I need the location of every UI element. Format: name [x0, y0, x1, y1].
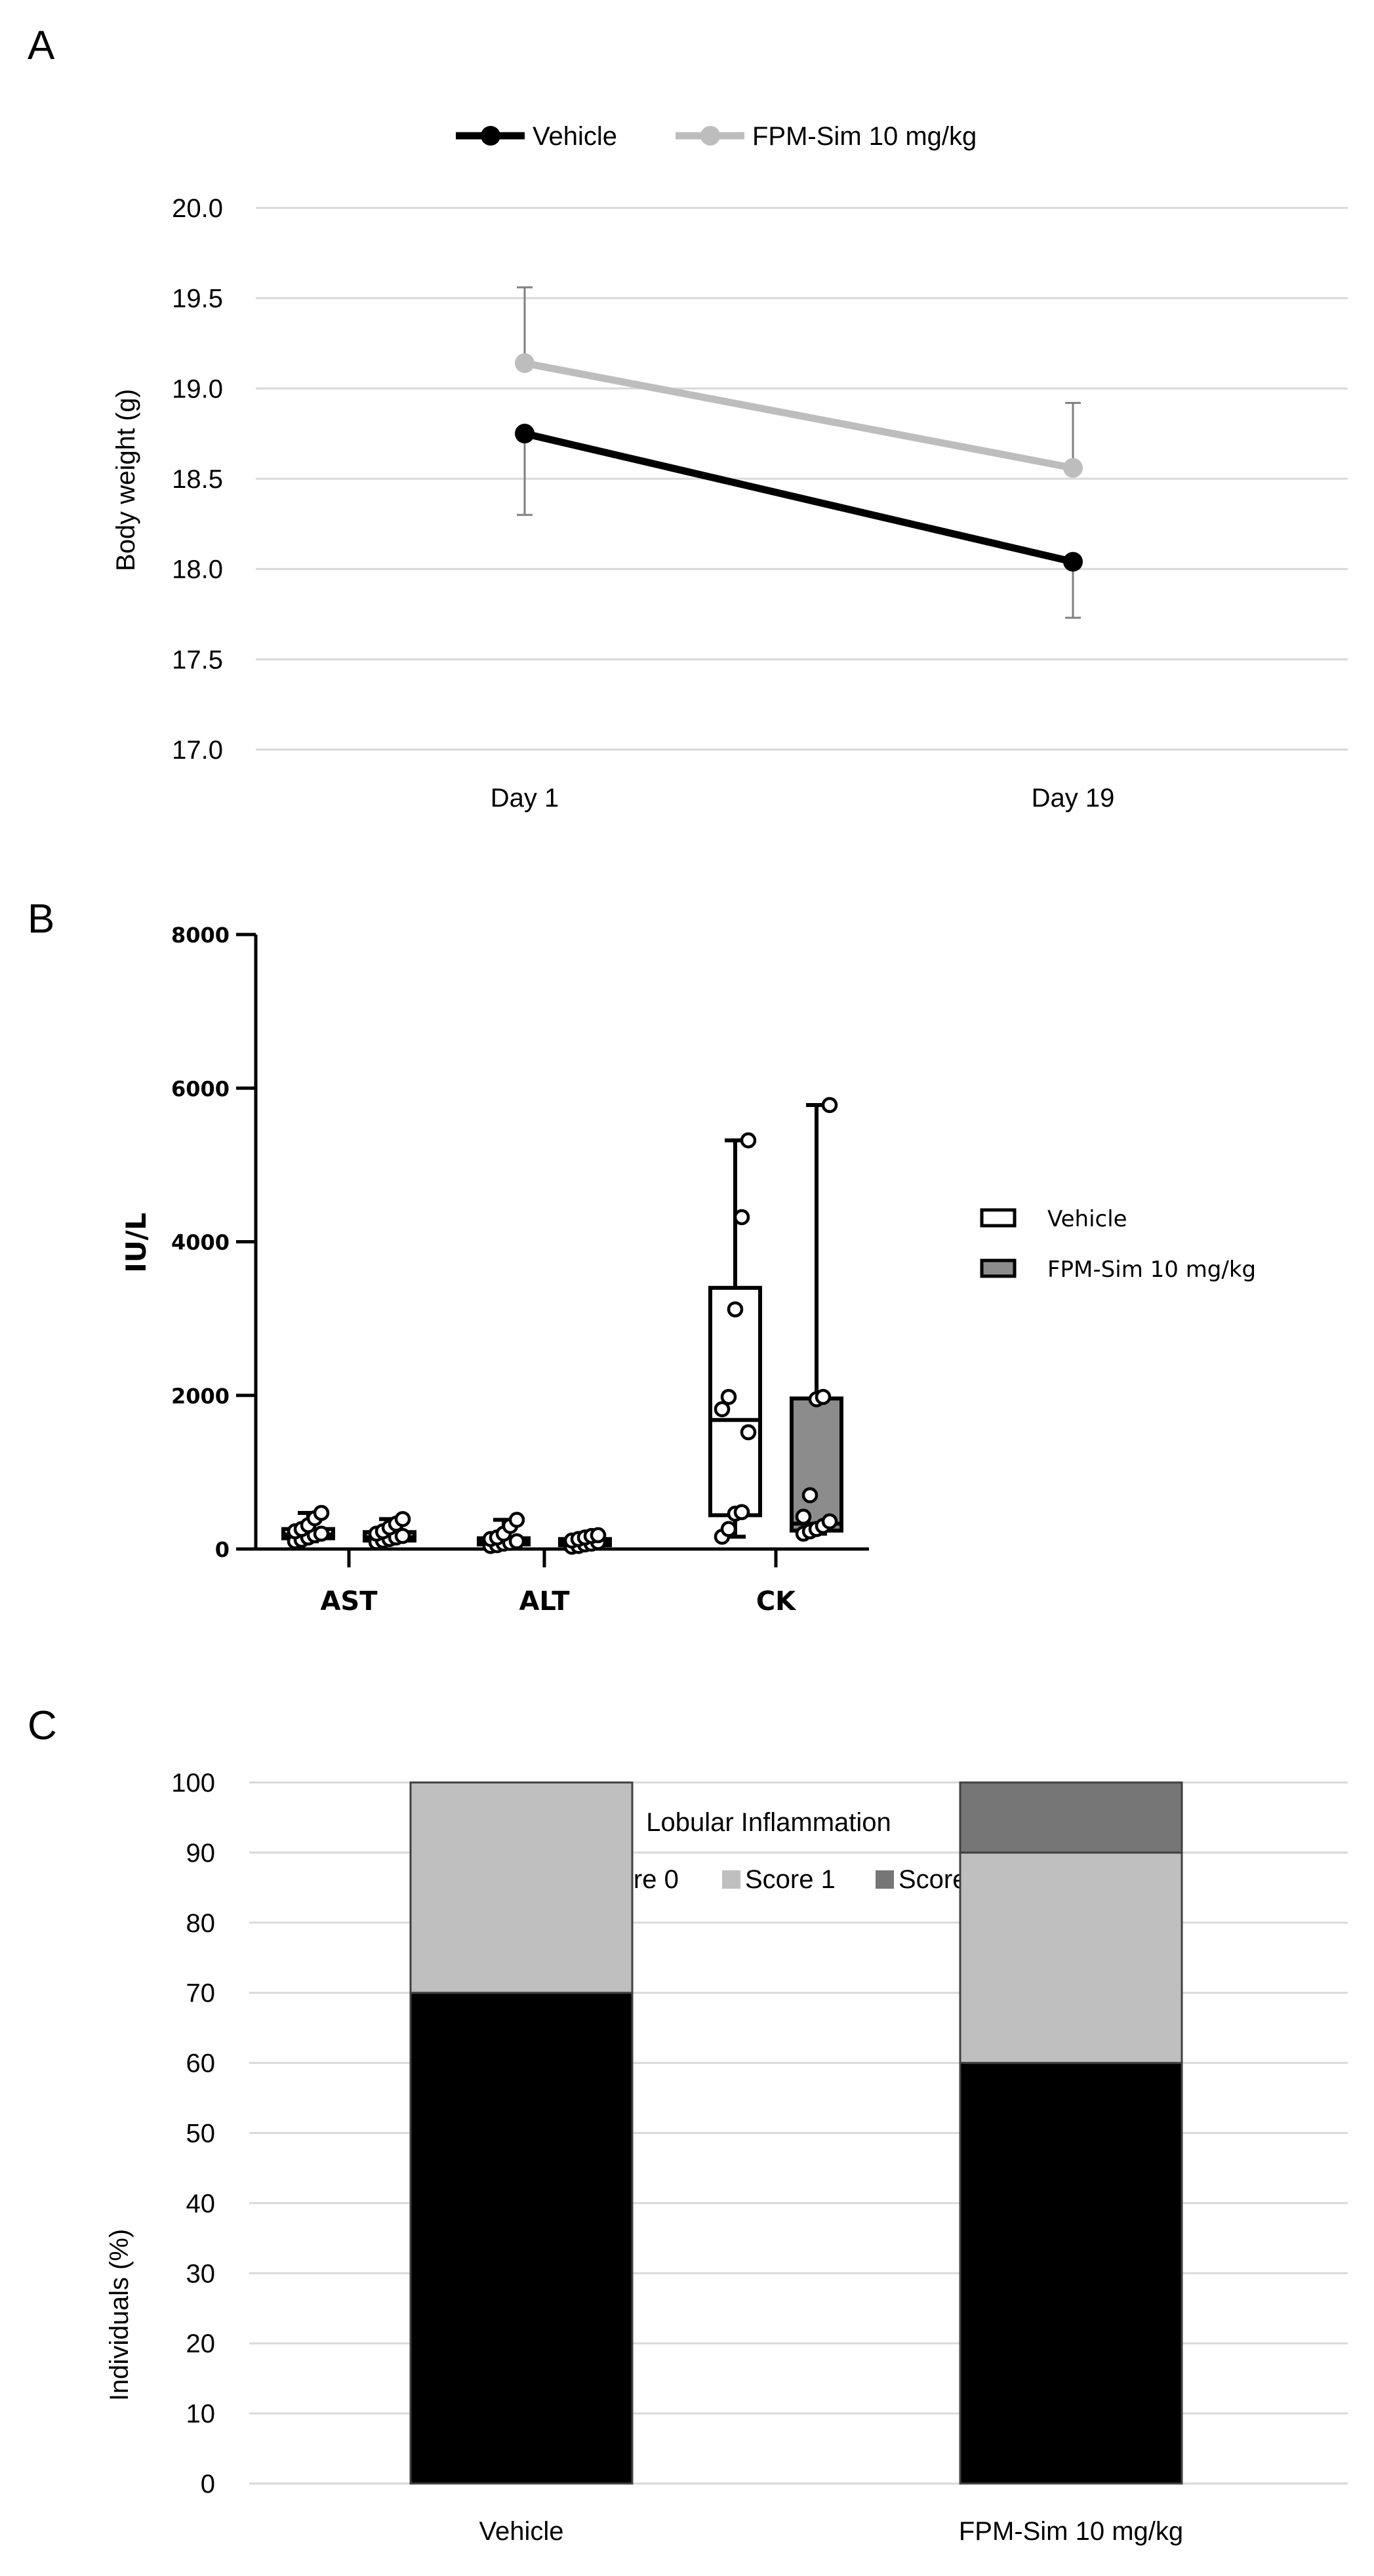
data-point-vehicle — [714, 1401, 731, 1418]
bar-segment-score1 — [959, 1851, 1183, 2064]
legend-swatch-score1 — [722, 1870, 740, 1889]
x-tick-labels: Vehicle FPM-Sim 10 mg/kg — [479, 2517, 1184, 2546]
legend-label-score1: Score 1 — [745, 1865, 836, 1894]
x-tick-label: CK — [756, 1586, 797, 1617]
y-tick-label: 18.0 — [172, 555, 223, 584]
data-point-vehicle — [508, 1533, 525, 1550]
y-tick-label: 20.0 — [172, 194, 223, 223]
data-point-vehicle — [313, 1504, 330, 1521]
x-tick-label: Vehicle — [479, 2517, 564, 2546]
x-ticks: AST ALT CK — [320, 1549, 797, 1617]
legend-label-fpm: FPM-Sim 10 mg/kg — [752, 122, 977, 151]
y-tick-labels: 17.0 17.5 18.0 18.5 19.0 19.5 20.0 — [172, 194, 223, 765]
legend-swatch-fpm — [980, 1258, 1017, 1278]
legend: Vehicle FPM-Sim 10 mg/kg — [980, 1206, 1256, 1283]
data-point-vehicle — [733, 1504, 750, 1521]
y-axis-label: Body weight (g) — [111, 389, 140, 571]
y-tick-label: 0 — [215, 1537, 230, 1562]
bar-segment-score2 — [959, 1781, 1183, 1854]
legend-marker-fpm — [700, 126, 720, 146]
y-tick-label: 8000 — [171, 923, 230, 948]
data-point-vehicle — [740, 1424, 757, 1441]
y-tick-label: 80 — [186, 1909, 216, 1938]
bar-segment-score0 — [409, 1992, 634, 2485]
data-point-vehicle — [740, 1132, 757, 1149]
data-point-fpm — [801, 1487, 818, 1504]
panel-label-c: C — [28, 1703, 57, 1748]
y-tick-label: 100 — [171, 1769, 215, 1798]
lobular-inflammation-stacked-bar: Lobular Inflammation Score 0 Score 1 Sco… — [105, 1769, 1348, 2546]
y-tick-label: 2000 — [171, 1384, 230, 1409]
y-tick-label: 19.0 — [172, 374, 223, 403]
box-vehicle — [708, 1285, 762, 1518]
y-tick-label: 30 — [186, 2259, 216, 2288]
error-bars — [517, 286, 1081, 619]
y-tick-labels: 0 10 20 30 40 50 60 70 80 90 100 — [171, 1769, 215, 2499]
liver-enzyme-box-plot: 0 2000 4000 6000 8000 AST ALT CK IU/L Vehicle … — [120, 923, 1256, 1617]
legend-label-vehicle: Vehicle — [1047, 1206, 1127, 1232]
y-tick-label: 17.0 — [172, 736, 223, 765]
panel-label-a: A — [28, 23, 55, 68]
chart-title: Lobular Inflammation — [646, 1808, 891, 1837]
stacked-bars — [409, 1781, 1183, 2485]
y-tick-label: 20 — [186, 2329, 216, 2358]
legend-marker-vehicle — [481, 126, 500, 146]
data-point-fpm — [815, 1388, 832, 1405]
bar-segment-score0 — [959, 2062, 1183, 2485]
data-point-fpm — [590, 1527, 607, 1544]
y-tick-label: 40 — [186, 2189, 216, 2218]
grid-lines — [256, 207, 1348, 751]
data-point-fpm — [821, 1097, 838, 1114]
x-tick-label: Day 1 — [491, 784, 559, 813]
body-weight-line-chart: 17.0 17.5 18.0 18.5 19.0 19.5 20.0 Day 1 Day 19… — [111, 122, 1348, 813]
y-tick-label: 70 — [186, 1979, 216, 2008]
legend: Vehicle FPM-Sim 10 mg/kg — [456, 122, 977, 151]
y-tick-label: 6000 — [171, 1076, 230, 1101]
series-line-vehicle — [521, 430, 1077, 566]
y-tick-label: 18.5 — [172, 465, 223, 494]
x-tick-labels: Day 1 Day 19 — [491, 784, 1115, 813]
data-point-vehicle — [733, 1209, 750, 1226]
y-axis-label: IU/L — [120, 1213, 152, 1273]
y-tick-label: 50 — [186, 2120, 216, 2148]
panel-label-b: B — [28, 896, 54, 942]
data-point-vehicle — [720, 1521, 737, 1537]
y-ticks: 0 2000 4000 6000 8000 — [171, 923, 256, 1562]
data-point-fpm — [821, 1513, 838, 1530]
data-point-fpm — [1063, 458, 1083, 478]
x-tick-label: ALT — [519, 1586, 570, 1617]
legend-swatch-vehicle — [980, 1208, 1017, 1228]
legend-label-vehicle: Vehicle — [533, 122, 617, 151]
y-tick-label: 0 — [201, 2470, 215, 2499]
x-tick-label: Day 19 — [1032, 784, 1115, 813]
box-groups — [281, 1097, 843, 1555]
x-tick-label: FPM-Sim 10 mg/kg — [959, 2517, 1183, 2546]
data-point-vehicle — [1063, 552, 1083, 572]
y-axis-label: Individuals (%) — [105, 2229, 134, 2401]
y-tick-label: 90 — [186, 1839, 216, 1868]
y-tick-label: 60 — [186, 2049, 216, 2078]
bar-segment-score1 — [409, 1781, 634, 1994]
data-point-vehicle — [727, 1301, 744, 1318]
series-line-fpm — [521, 359, 1077, 472]
y-tick-label: 19.5 — [172, 285, 223, 313]
data-point-fpm — [795, 1508, 812, 1525]
data-point-vehicle — [508, 1512, 525, 1528]
y-tick-label: 4000 — [171, 1230, 230, 1255]
x-tick-label: AST — [320, 1586, 378, 1617]
data-point-fpm — [394, 1527, 411, 1544]
y-tick-label: 10 — [186, 2400, 216, 2428]
data-point-fpm — [515, 353, 535, 373]
y-tick-label: 17.5 — [172, 645, 223, 674]
data-point-vehicle — [720, 1388, 737, 1405]
data-point-vehicle — [515, 424, 535, 444]
data-point-vehicle — [313, 1525, 330, 1542]
data-point-fpm — [394, 1511, 411, 1527]
series-lines — [515, 353, 1083, 572]
legend-label-fpm: FPM-Sim 10 mg/kg — [1047, 1257, 1256, 1283]
legend-swatch-score2 — [876, 1870, 894, 1889]
